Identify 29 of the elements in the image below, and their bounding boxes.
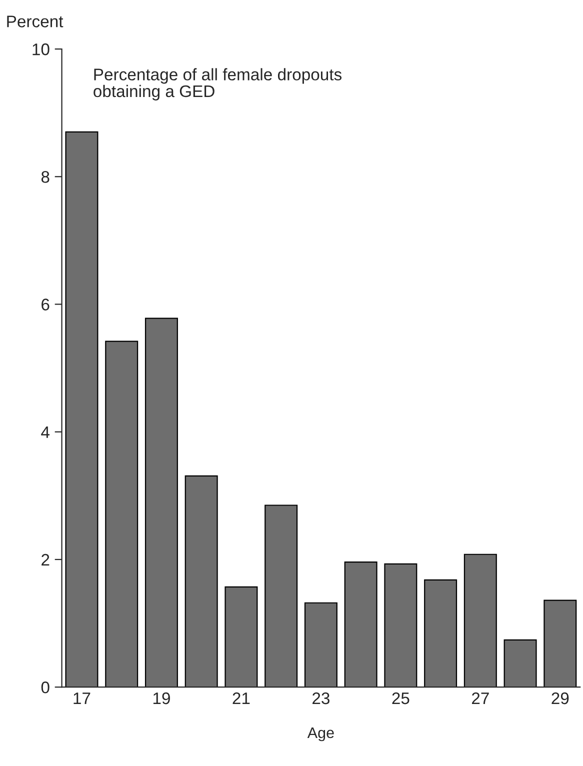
bar [304,602,338,688]
x-axis-title: Age [307,728,334,742]
bar [544,600,577,688]
bar [504,639,537,688]
x-tick-label: 21 [232,692,250,704]
annotation: Percentage of all female dropouts obtaining a GED [94,68,342,100]
x-tick-label: 25 [392,692,410,704]
x-tick-label: 29 [552,692,569,704]
bar [144,318,178,688]
x-tick-label: 27 [472,692,489,704]
bar [344,561,378,688]
bar [65,131,98,688]
y-axis-title: Percent [7,16,64,28]
y-tick-label: 0 [41,682,50,694]
bar [464,554,497,688]
x-tick-label: 23 [312,692,330,704]
y-tick-label: 2 [42,554,50,566]
bar [264,504,298,688]
x-tick-label: 17 [74,692,90,704]
bar [384,563,418,688]
y-tick-label: 4 [41,426,50,438]
bar [424,579,458,688]
y-tick-label: 6 [42,298,50,310]
y-tick-label: 8 [41,171,50,183]
x-tick-label: 19 [153,692,170,704]
bar [105,340,138,688]
bar [184,475,218,688]
bar [224,586,258,688]
y-tick-label: 10 [32,43,50,56]
